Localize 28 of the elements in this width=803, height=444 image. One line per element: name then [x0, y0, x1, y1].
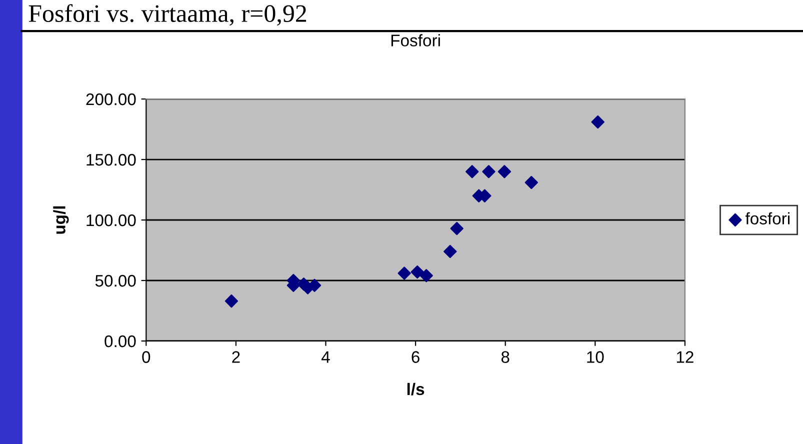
legend-label: fosfori	[745, 212, 790, 224]
x-tick-label: 8	[501, 351, 510, 363]
y-tick-label: 100.00	[86, 214, 136, 226]
x-tick-label: 0	[142, 351, 150, 363]
point	[524, 176, 538, 190]
point	[398, 266, 411, 280]
point	[591, 115, 604, 129]
x-axis-title: l/s	[407, 382, 424, 396]
text: Fosfori vs. virtaama, r=0,92	[28, 4, 306, 26]
point	[498, 165, 512, 178]
y-tick-label: 50.00	[95, 274, 136, 287]
point	[224, 294, 238, 308]
x-tick-label: 6	[412, 351, 420, 363]
x-tick-label: 4	[322, 351, 330, 363]
x-tick-label: 2	[232, 351, 240, 363]
y-tick-label: 150.00	[86, 154, 136, 166]
x-tick-label: 10	[587, 351, 604, 363]
x-tick-label: 12	[676, 351, 694, 363]
point	[410, 265, 424, 279]
y-tick-label: 0.00	[104, 335, 136, 348]
y-axis-title: ug/l	[53, 206, 69, 234]
point	[482, 165, 496, 178]
point	[444, 244, 457, 258]
point	[466, 165, 479, 178]
y-tick-label: 200.00	[86, 93, 136, 106]
point	[450, 222, 464, 236]
point	[420, 269, 433, 282]
chart-title: Fosfori	[391, 34, 440, 46]
